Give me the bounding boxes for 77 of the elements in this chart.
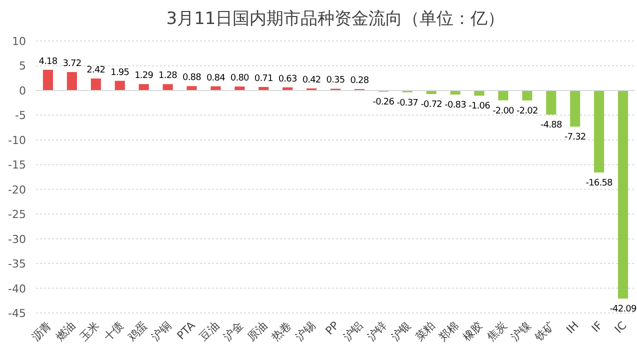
x-tick-label: 沪铜 xyxy=(149,318,174,344)
data-label: 1.95 xyxy=(110,68,130,78)
bar xyxy=(498,90,508,100)
bar xyxy=(474,90,484,96)
bar xyxy=(618,90,628,299)
data-label: 0.28 xyxy=(350,76,370,86)
data-label: 1.29 xyxy=(134,71,154,82)
x-tick-label: IC xyxy=(612,318,630,336)
x-tick-label: 沪银 xyxy=(388,318,414,344)
y-tick-label: -25 xyxy=(8,208,26,222)
bar xyxy=(66,72,77,90)
y-tick-label: -35 xyxy=(8,258,26,271)
data-label: 0.42 xyxy=(302,75,321,86)
bar xyxy=(90,78,101,90)
bar xyxy=(570,90,580,127)
data-label: -7.32 xyxy=(564,132,586,143)
x-tick-label: 沪锡 xyxy=(292,318,318,344)
x-tick-label: 沪金 xyxy=(221,318,246,344)
data-label: 1.28 xyxy=(158,71,178,82)
data-label: 0.71 xyxy=(254,74,273,84)
data-label: 0.80 xyxy=(230,74,250,84)
bar xyxy=(522,90,532,100)
data-label: 0.88 xyxy=(182,73,202,84)
x-tick-label: IF xyxy=(589,318,606,335)
x-tick-label: IH xyxy=(564,318,582,336)
data-label: -0.72 xyxy=(420,100,442,110)
x-tick-label: 焦炭 xyxy=(484,318,510,344)
x-tick-label: 橡胶 xyxy=(460,318,486,344)
bar xyxy=(546,90,556,115)
bar xyxy=(114,80,125,90)
y-tick-label: -15 xyxy=(8,158,26,172)
data-label: -4.88 xyxy=(540,120,562,131)
bar xyxy=(138,84,149,90)
x-tick-label: 鸡蛋 xyxy=(124,318,150,344)
bar xyxy=(162,84,173,90)
data-label: -2.00 xyxy=(492,106,515,116)
x-tick-label: 玉米 xyxy=(77,318,102,344)
data-label: -0.37 xyxy=(396,98,418,108)
data-label: -0.26 xyxy=(372,98,395,108)
data-label: -16.58 xyxy=(586,178,614,188)
x-tick-label: 菜粕 xyxy=(412,318,438,344)
data-label: -1.06 xyxy=(468,102,491,112)
x-tick-label: PP xyxy=(323,318,342,338)
data-label: 4.18 xyxy=(38,56,58,67)
data-label: 0.35 xyxy=(326,76,345,86)
data-label: 3.72 xyxy=(62,59,82,70)
title: 3月11日国内期市品种资金流向（单位：亿） xyxy=(166,9,505,29)
x-tick-label: 沪镍 xyxy=(508,318,534,344)
bar xyxy=(42,70,54,90)
x-tick-label: 沪锌 xyxy=(364,318,390,344)
x-tick-label: PTA xyxy=(174,318,198,342)
x-tick-label: 热卷 xyxy=(268,318,294,344)
y-tick-label: -45 xyxy=(8,307,26,320)
bar xyxy=(186,86,197,90)
bar xyxy=(594,90,604,172)
x-tick-label: 郑棉 xyxy=(436,318,462,344)
y-tick-label: -20 xyxy=(8,183,26,196)
y-tick-label: -40 xyxy=(8,282,26,296)
y-tick-label: 10 xyxy=(12,35,26,48)
x-tick-label: 沪铝 xyxy=(340,318,366,344)
y-tick-label: -5 xyxy=(15,109,26,122)
data-label: 0.63 xyxy=(278,74,297,84)
data-label: 2.42 xyxy=(86,65,106,76)
data-label: -0.83 xyxy=(444,100,466,111)
x-tick-label: 豆油 xyxy=(197,318,222,344)
data-label: -2.02 xyxy=(516,106,538,116)
data-label: 0.84 xyxy=(206,73,226,84)
x-tick-label: 铁矿 xyxy=(532,318,558,344)
y-tick-label: -10 xyxy=(8,134,26,147)
x-tick-label: 燃油 xyxy=(53,318,78,344)
y-tick-label: -30 xyxy=(8,232,26,246)
y-tick-label: 5 xyxy=(19,60,26,73)
data-label: -42.09 xyxy=(610,304,637,315)
x-tick-label: 沥青 xyxy=(29,318,54,344)
y-tick-label: 0 xyxy=(19,84,26,98)
x-tick-label: 原油 xyxy=(244,318,270,344)
x-tick-label: 十债 xyxy=(101,318,126,344)
